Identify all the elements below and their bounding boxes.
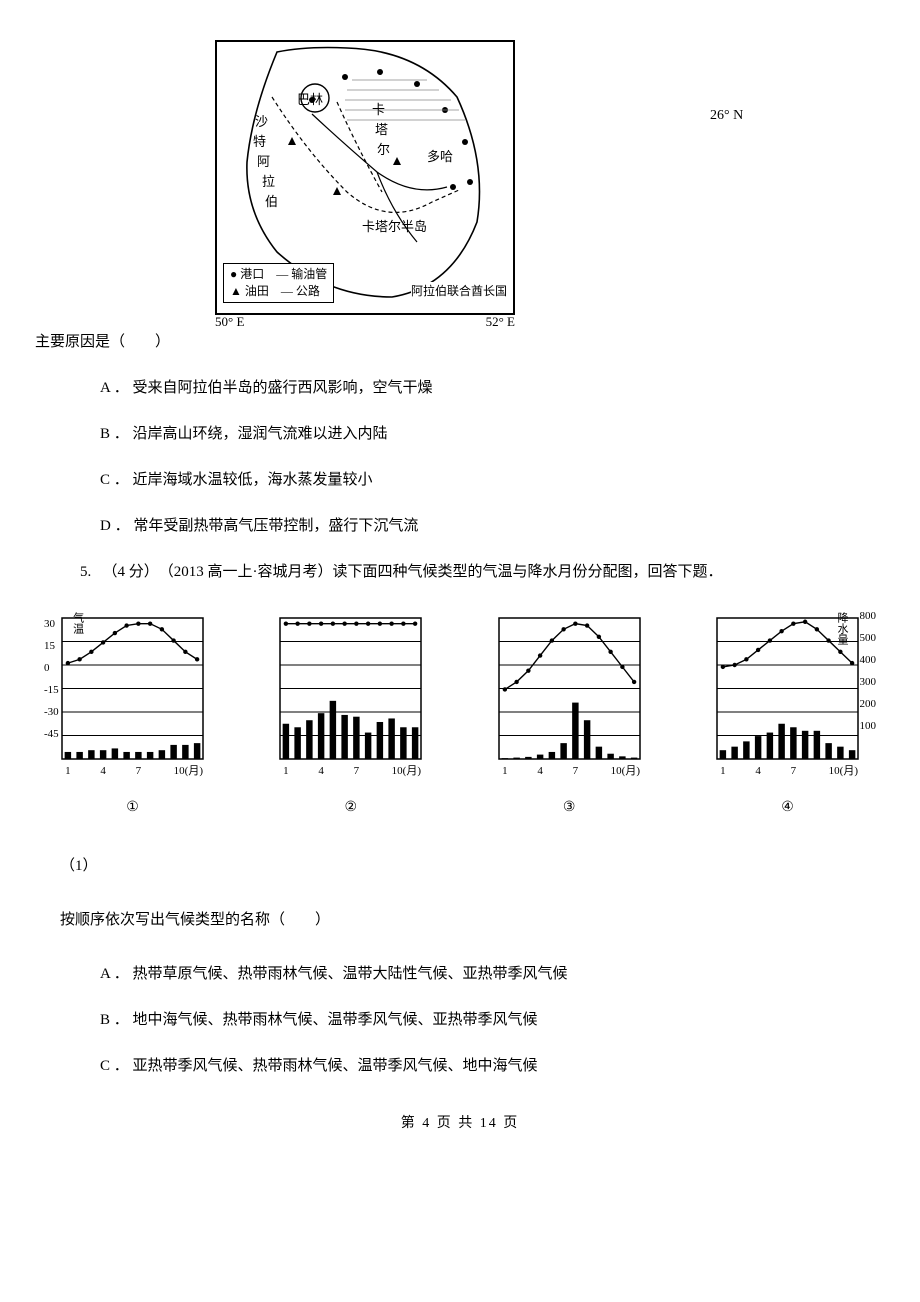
- label-doha: 多哈: [427, 147, 453, 168]
- map-legend: ● 港口 — 输油管 ▲ 油田 — 公路: [223, 263, 334, 303]
- q5-stem: 5. （4 分） （2013 高一上·容城月考）读下面四种气候类型的气温与降水月…: [80, 560, 885, 584]
- label-saudi-2: 特: [253, 132, 266, 153]
- svg-text:10(月): 10(月): [829, 765, 859, 777]
- q4-stem-tail: 主要原因是（ ）: [35, 330, 885, 354]
- label-qatar-3: 尔: [377, 140, 390, 161]
- svg-text:1: 1: [502, 765, 508, 777]
- q4-option-a: A ． 受来自阿拉伯半岛的盛行西风影响，空气干燥: [100, 376, 885, 400]
- legend-pipe: — 输油管: [276, 267, 327, 281]
- label-peninsula: 卡塔尔半岛: [362, 217, 427, 238]
- label-saudi-5: 伯: [265, 192, 278, 213]
- chart-svg: 1 4 7 10(月): [487, 612, 652, 777]
- label-qatar-1: 卡: [372, 100, 385, 121]
- chart-number-2: ②: [345, 797, 358, 819]
- rain-axis-ticks: 800500400300200100: [859, 608, 876, 740]
- q5-option-a: A ． 热带草原气候、热带雨林气候、温带大陆性气候、亚热带季风气候: [100, 962, 885, 986]
- q5-option-c: C ． 亚热带季风气候、热带雨林气候、温带季风气候、地中海气候: [100, 1054, 885, 1078]
- q5-option-b: B ． 地中海气候、热带雨林气候、温带季风气候、亚热带季风气候: [100, 1008, 885, 1032]
- legend-oil: ▲ 油田: [230, 284, 269, 298]
- svg-text:7: 7: [791, 765, 797, 777]
- svg-text:7: 7: [572, 765, 578, 777]
- q4-option-b: B ． 沿岸高山环绕，湿润气流难以进入内陆: [100, 422, 885, 446]
- page-indicator: 第 4 页 共 14 页: [35, 1113, 885, 1135]
- svg-text:10(月): 10(月): [174, 765, 204, 777]
- svg-text:7: 7: [136, 765, 142, 777]
- lon-left: 50° E: [215, 312, 244, 333]
- temp-axis-title: 气温: [68, 612, 86, 634]
- q4-option-d: D ． 常年受副热带高气压带控制，盛行下沉气流: [100, 514, 885, 538]
- climate-chart-4: 14710(月)800500400300200100降水量④: [705, 612, 870, 819]
- rain-axis-title: 降水量: [832, 612, 850, 645]
- chart-number-1: ①: [126, 797, 139, 819]
- lon-right: 52° E: [486, 312, 515, 333]
- svg-text:1: 1: [283, 765, 289, 777]
- q5-sub1-text: 按顺序依次写出气候类型的名称（ ）: [60, 908, 885, 932]
- label-qatar-2: 塔: [375, 120, 388, 141]
- label-uae: 阿拉伯联合酋长国: [411, 282, 507, 301]
- svg-text:4: 4: [537, 765, 543, 777]
- svg-text:1: 1: [720, 765, 726, 777]
- svg-text:10(月): 10(月): [392, 765, 422, 777]
- climate-chart-3: 1 4 7 10(月) ③: [487, 612, 652, 819]
- chart-svg: 1 4 7 10(月): [268, 612, 433, 777]
- svg-text:4: 4: [755, 765, 761, 777]
- legend-road: — 公路: [281, 284, 320, 298]
- coastline: [247, 48, 480, 298]
- chart-number-4: ④: [781, 797, 794, 819]
- legend-port: ● 港口: [230, 267, 264, 281]
- svg-text:4: 4: [319, 765, 325, 777]
- chart-svg: 1 4 7 10(月): [50, 612, 215, 777]
- q4-option-c: C ． 近岸海域水温较低，海水蒸发量较小: [100, 468, 885, 492]
- temp-axis-ticks: 30150-15-30-45: [44, 616, 59, 748]
- svg-text:1: 1: [65, 765, 71, 777]
- map-figure: 巴林 沙 特 阿 拉 伯 卡 塔 尔 多哈 卡塔尔半岛 阿拉伯联合酋长国 ● 港…: [215, 40, 885, 315]
- charts-row: 14710(月)30150-15-30-45气温①14710(月)②14710(…: [50, 612, 870, 819]
- map-box: 巴林 沙 特 阿 拉 伯 卡 塔 尔 多哈 卡塔尔半岛 阿拉伯联合酋长国 ● 港…: [215, 40, 515, 315]
- svg-text:7: 7: [354, 765, 360, 777]
- chart-number-3: ③: [563, 797, 576, 819]
- label-saudi-3: 阿: [257, 152, 270, 173]
- climate-chart-2: 1 4 7 10(月) ②: [268, 612, 433, 819]
- q5-sub1-num: （1）: [60, 854, 885, 878]
- climate-chart-1: 14710(月)30150-15-30-45气温①: [50, 612, 215, 819]
- label-bahrain: 巴林: [297, 90, 323, 111]
- svg-text:10(月): 10(月): [610, 765, 640, 777]
- label-saudi-4: 拉: [262, 172, 275, 193]
- svg-text:4: 4: [100, 765, 106, 777]
- lat-label: 26° N: [710, 105, 743, 127]
- label-saudi-1: 沙: [255, 112, 268, 133]
